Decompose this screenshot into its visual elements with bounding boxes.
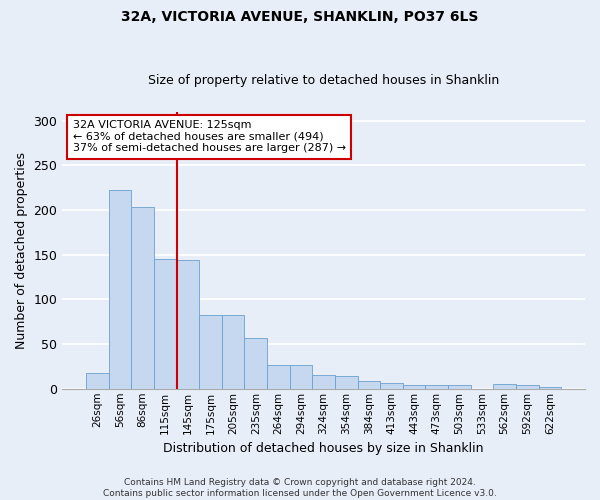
- Bar: [154, 259, 176, 389]
- Bar: [222, 314, 244, 389]
- Bar: [448, 385, 471, 389]
- Bar: [493, 384, 516, 389]
- Bar: [109, 190, 131, 389]
- Bar: [176, 260, 199, 389]
- Y-axis label: Number of detached properties: Number of detached properties: [15, 152, 28, 349]
- Bar: [131, 208, 154, 389]
- Bar: [335, 376, 358, 389]
- Bar: [380, 382, 403, 389]
- Bar: [199, 314, 222, 389]
- Bar: [86, 372, 109, 389]
- Bar: [425, 385, 448, 389]
- Bar: [313, 376, 335, 389]
- Text: 32A VICTORIA AVENUE: 125sqm
← 63% of detached houses are smaller (494)
37% of se: 32A VICTORIA AVENUE: 125sqm ← 63% of det…: [73, 120, 346, 154]
- Bar: [267, 364, 290, 389]
- Bar: [403, 385, 425, 389]
- Text: Contains HM Land Registry data © Crown copyright and database right 2024.
Contai: Contains HM Land Registry data © Crown c…: [103, 478, 497, 498]
- Bar: [290, 364, 313, 389]
- Title: Size of property relative to detached houses in Shanklin: Size of property relative to detached ho…: [148, 74, 499, 87]
- Bar: [516, 385, 539, 389]
- Bar: [539, 387, 561, 389]
- Bar: [244, 338, 267, 389]
- X-axis label: Distribution of detached houses by size in Shanklin: Distribution of detached houses by size …: [163, 442, 484, 455]
- Text: 32A, VICTORIA AVENUE, SHANKLIN, PO37 6LS: 32A, VICTORIA AVENUE, SHANKLIN, PO37 6LS: [121, 10, 479, 24]
- Bar: [358, 380, 380, 389]
